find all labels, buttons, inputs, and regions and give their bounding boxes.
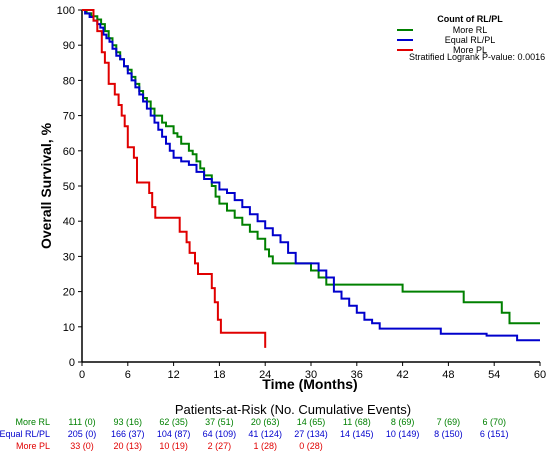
risk-cell: 7 (69) bbox=[437, 417, 461, 427]
y-axis: 0 10 20 30 40 50 60 70 80 90 100 bbox=[57, 5, 82, 369]
risk-table: More RL 111 (0) 93 (16) 62 (35) 37 (51) 20 (6… bbox=[0, 417, 508, 451]
risk-cell: 14 (145) bbox=[340, 429, 374, 439]
risk-cell: 10 (19) bbox=[159, 441, 188, 451]
risk-cell: 10 (149) bbox=[386, 429, 420, 439]
risk-cell: 6 (151) bbox=[480, 429, 509, 439]
y-axis-title: Overall Survival, % bbox=[38, 122, 54, 249]
x-axis: 0 6 12 18 24 30 36 42 48 54 60 bbox=[79, 362, 546, 381]
x-tick-label: 0 bbox=[79, 369, 85, 381]
plot-frame bbox=[81, 10, 540, 363]
risk-cell: 37 (51) bbox=[205, 417, 234, 427]
y-tick-label: 60 bbox=[63, 146, 75, 158]
risk-cell: 166 (37) bbox=[111, 429, 145, 439]
y-tick-label: 20 bbox=[63, 287, 75, 299]
risk-row-label: More PL bbox=[16, 441, 50, 451]
risk-cell: 62 (35) bbox=[159, 417, 188, 427]
logrank-note: Stratified Logrank P-value: 0.0016 bbox=[409, 52, 545, 62]
risk-cell: 64 (109) bbox=[203, 429, 237, 439]
y-tick-label: 70 bbox=[63, 111, 75, 123]
y-tick-label: 100 bbox=[57, 5, 75, 17]
risk-row-label: Equal RL/PL bbox=[0, 429, 50, 439]
risk-cell: 104 (87) bbox=[157, 429, 191, 439]
legend-label: More PL bbox=[453, 45, 487, 55]
x-tick-label: 42 bbox=[396, 369, 408, 381]
risk-cell: 11 (68) bbox=[343, 417, 371, 427]
x-tick-label: 18 bbox=[213, 369, 225, 381]
risk-cell: 8 (69) bbox=[391, 417, 415, 427]
series-line-more-pl bbox=[82, 9, 267, 348]
legend-title: Count of RL/PL bbox=[437, 14, 503, 24]
risk-cell: 6 (70) bbox=[482, 417, 506, 427]
risk-table-title: Patients-at-Risk (No. Cumulative Events) bbox=[175, 402, 411, 417]
y-tick-label: 90 bbox=[63, 40, 75, 52]
risk-cell: 1 (28) bbox=[253, 441, 277, 451]
legend-label: Equal RL/PL bbox=[445, 35, 496, 45]
risk-cell: 0 (28) bbox=[299, 441, 323, 451]
y-tick-label: 40 bbox=[63, 216, 75, 228]
legend-label: More RL bbox=[453, 25, 488, 35]
y-tick-label: 10 bbox=[63, 322, 75, 334]
risk-cell: 111 (0) bbox=[68, 417, 95, 427]
risk-cell: 33 (0) bbox=[70, 441, 94, 451]
risk-cell: 205 (0) bbox=[68, 429, 97, 439]
risk-cell: 2 (27) bbox=[208, 441, 232, 451]
risk-cell: 20 (13) bbox=[114, 441, 143, 451]
y-tick-label: 80 bbox=[63, 75, 75, 87]
risk-cell: 93 (16) bbox=[114, 417, 143, 427]
y-tick-label: 30 bbox=[63, 251, 75, 263]
x-axis-title: Time (Months) bbox=[262, 376, 357, 392]
x-tick-label: 54 bbox=[488, 369, 500, 381]
x-tick-label: 6 bbox=[125, 369, 131, 381]
risk-row-label: More RL bbox=[15, 417, 50, 427]
x-tick-label: 12 bbox=[167, 369, 179, 381]
survival-curves bbox=[82, 9, 540, 348]
risk-cell: 8 (150) bbox=[434, 429, 463, 439]
x-tick-label: 24 bbox=[259, 369, 271, 381]
x-tick-label: 60 bbox=[534, 369, 546, 381]
risk-cell: 20 (63) bbox=[251, 417, 280, 427]
y-tick-label: 50 bbox=[63, 181, 75, 193]
risk-cell: 41 (124) bbox=[248, 429, 282, 439]
x-tick-label: 30 bbox=[305, 369, 317, 381]
risk-cell: 27 (134) bbox=[294, 429, 328, 439]
risk-cell: 14 (65) bbox=[297, 417, 326, 427]
x-tick-label: 48 bbox=[442, 369, 454, 381]
series-line-equal-rl-pl bbox=[82, 9, 540, 342]
y-tick-label: 0 bbox=[69, 357, 75, 369]
x-tick-label: 36 bbox=[351, 369, 363, 381]
